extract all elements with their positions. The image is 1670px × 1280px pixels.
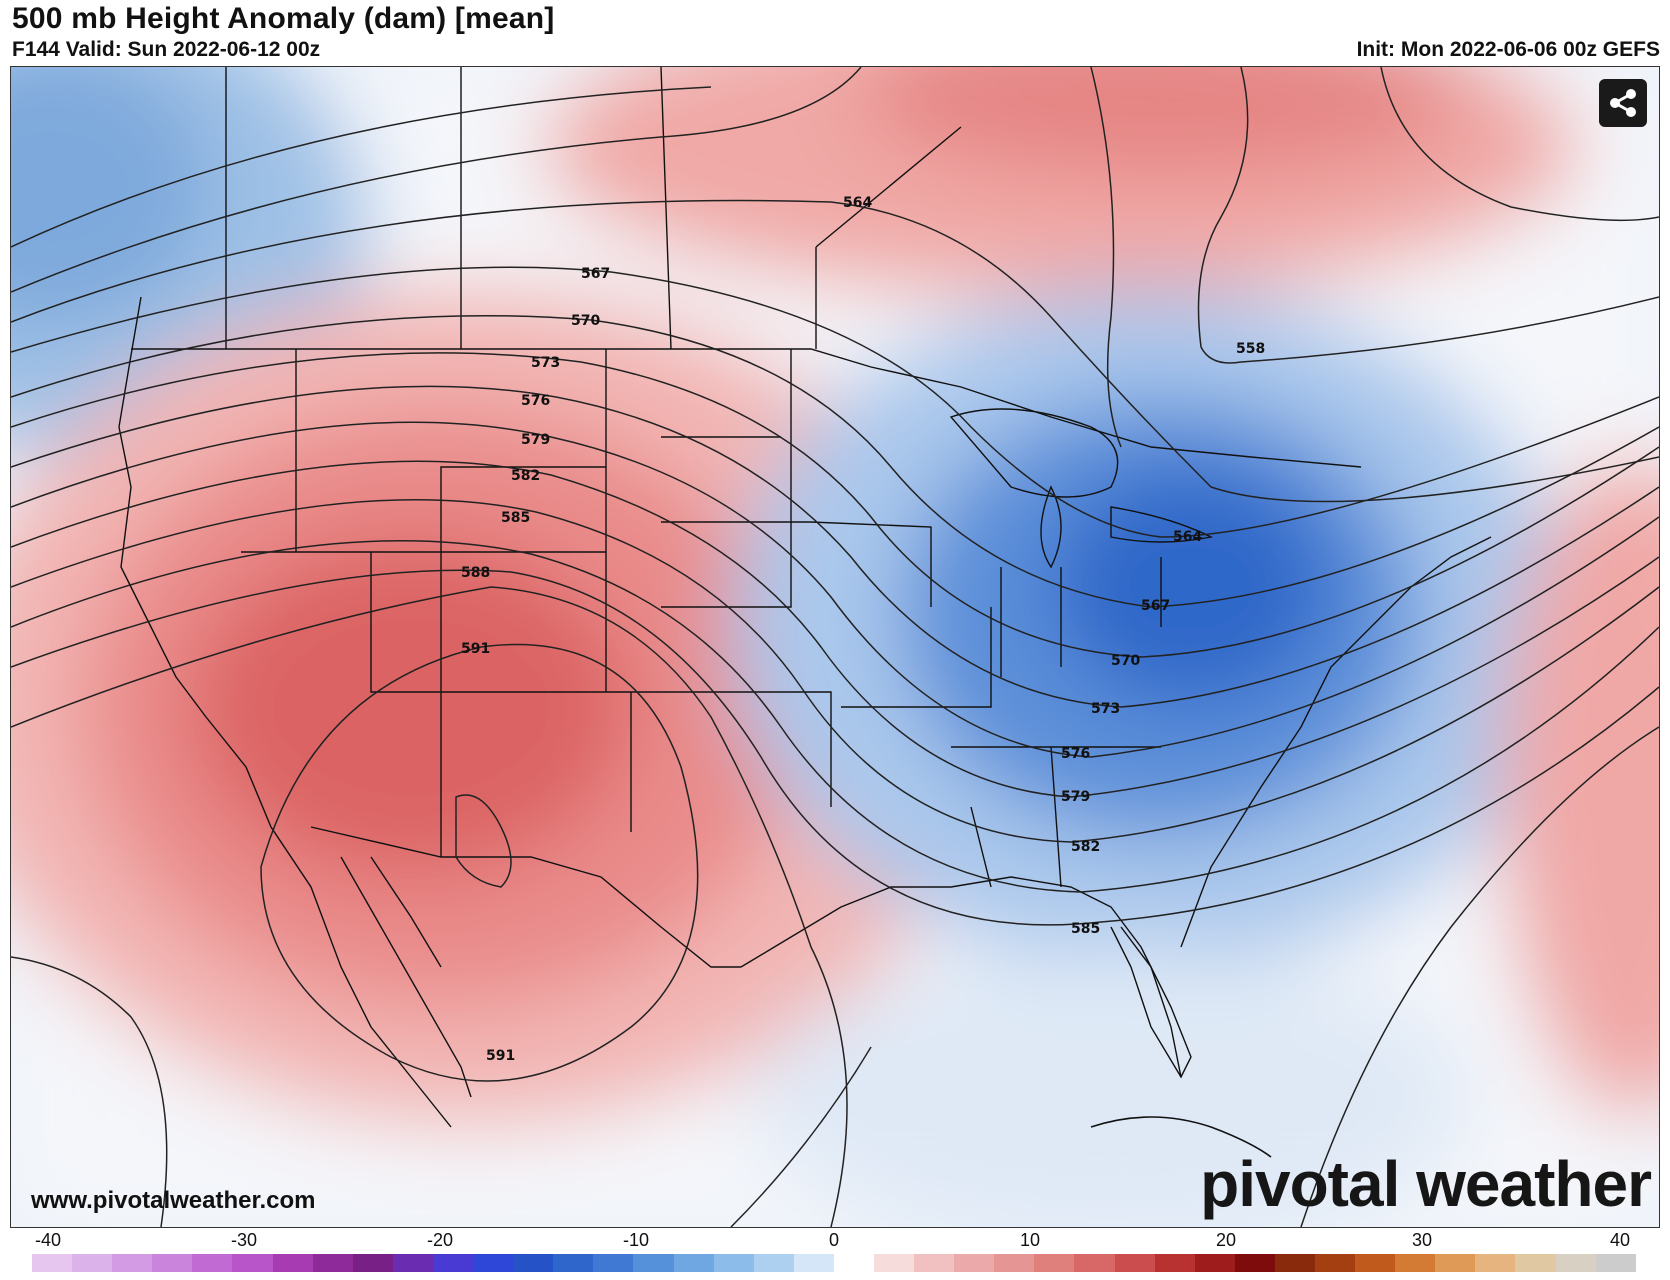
colorbar-tick: -30: [230, 1230, 258, 1250]
contour-label: 570: [1111, 653, 1140, 669]
contour-label: 573: [531, 355, 560, 371]
share-icon: [1610, 89, 1636, 117]
colorbar-swatch: [112, 1254, 153, 1272]
map-title: 500 mb Height Anomaly (dam) [mean]: [12, 2, 555, 35]
valid-time: F144 Valid: Sun 2022-06-12 00z: [12, 38, 321, 61]
contour-label: 567: [581, 266, 610, 282]
contour-label: 576: [1061, 746, 1090, 762]
colorbar-swatch: [432, 1254, 474, 1272]
colorbar-swatch: [914, 1254, 955, 1272]
colorbar-swatch: [1154, 1254, 1195, 1272]
colorbar-tick: 40: [1609, 1230, 1631, 1250]
anomaly-shading: [11, 67, 1659, 1227]
colorbar-swatch: [473, 1254, 514, 1272]
weather-map[interactable]: 558 564 564 567 567 570 570 573 573 576 …: [10, 66, 1660, 1228]
colorbar-tick: 30: [1411, 1230, 1433, 1250]
contour-label: 573: [1091, 701, 1120, 717]
colorbar-swatch: [1315, 1254, 1356, 1272]
colorbar-swatch: [1194, 1254, 1235, 1272]
colorbar-swatch: [1274, 1254, 1315, 1272]
colorbar-swatch: [352, 1254, 393, 1272]
contour-label: 570: [571, 313, 600, 329]
contour-label: 582: [511, 468, 540, 484]
colorbar-swatch: [1074, 1254, 1115, 1272]
colorbar-swatch: [673, 1254, 714, 1272]
colorbar-swatch: [1034, 1254, 1075, 1272]
geographic-borders: [118, 67, 1492, 1158]
colorbar-swatch: [1355, 1254, 1396, 1272]
contour-label: 585: [501, 510, 530, 526]
colorbar-tick: -20: [426, 1230, 454, 1250]
contour-label: 567: [1141, 598, 1170, 614]
colorbar-swatch: [192, 1254, 233, 1272]
colorbar-swatch: [994, 1254, 1035, 1272]
brand-logo: pivotal weather: [1200, 1148, 1652, 1220]
colorbar-swatch: [633, 1254, 674, 1272]
colorbar-tick: 10: [1019, 1230, 1041, 1250]
contour-label: 579: [521, 432, 550, 448]
colorbar-tick: -40: [34, 1230, 62, 1250]
colorbar-swatch: [1555, 1254, 1596, 1272]
height-contours: [11, 67, 1659, 1227]
colorbar-swatch: [713, 1254, 754, 1272]
contour-label: 576: [521, 393, 550, 409]
colorbar-swatch: [1515, 1254, 1556, 1272]
contour-label: 564: [843, 195, 872, 211]
colorbar-swatch: [1395, 1254, 1436, 1272]
colorbar-swatch: [152, 1254, 193, 1272]
colorbar-swatch: [1595, 1254, 1636, 1272]
share-button[interactable]: [1599, 79, 1647, 127]
website-url: www.pivotalweather.com: [31, 1187, 316, 1214]
colorbar-swatch: [1475, 1254, 1516, 1272]
colorbar-swatch: [232, 1254, 273, 1272]
colorbar-swatch: [1114, 1254, 1155, 1272]
colorbar-tick: 0: [828, 1230, 840, 1250]
colorbar-swatch: [272, 1254, 313, 1272]
contour-label: 591: [486, 1048, 515, 1064]
map-canvas: 558 564 564 567 567 570 570 573 573 576 …: [11, 67, 1659, 1227]
colorbar-ticks: -40 -30 -20 -10 0 10 20 30 40: [10, 1230, 1658, 1252]
colorbar: -40 -30 -20 -10 0 10 20 30 40: [10, 1230, 1658, 1280]
colorbar-swatch: [553, 1254, 594, 1272]
contour-label: 591: [461, 641, 490, 657]
colorbar-swatch: [1234, 1254, 1275, 1272]
colorbar-swatch: [873, 1254, 915, 1272]
colorbar-swatch: [833, 1254, 874, 1272]
colorbar-swatch: [392, 1254, 433, 1272]
colorbar-swatch: [1435, 1254, 1476, 1272]
colorbar-swatch: [793, 1254, 834, 1272]
colorbar-swatch: [312, 1254, 353, 1272]
colorbar-swatch: [593, 1254, 634, 1272]
init-time: Init: Mon 2022-06-06 00z GEFS: [1356, 38, 1660, 61]
colorbar-swatch: [513, 1254, 554, 1272]
colorbar-strip: [32, 1254, 1636, 1272]
colorbar-swatch: [32, 1254, 73, 1272]
colorbar-swatch: [753, 1254, 794, 1272]
contour-label: 585: [1071, 921, 1100, 937]
colorbar-swatch: [954, 1254, 995, 1272]
colorbar-tick: -10: [622, 1230, 650, 1250]
contour-label: 564: [1173, 529, 1202, 545]
contour-label: 579: [1061, 789, 1090, 805]
colorbar-swatch: [72, 1254, 113, 1272]
contour-label: 582: [1071, 839, 1100, 855]
contour-label: 588: [461, 565, 490, 581]
colorbar-tick: 20: [1215, 1230, 1237, 1250]
contour-labels: 558 564 564 567 567 570 570 573 573 576 …: [461, 195, 1265, 1064]
contour-label: 558: [1236, 341, 1265, 357]
